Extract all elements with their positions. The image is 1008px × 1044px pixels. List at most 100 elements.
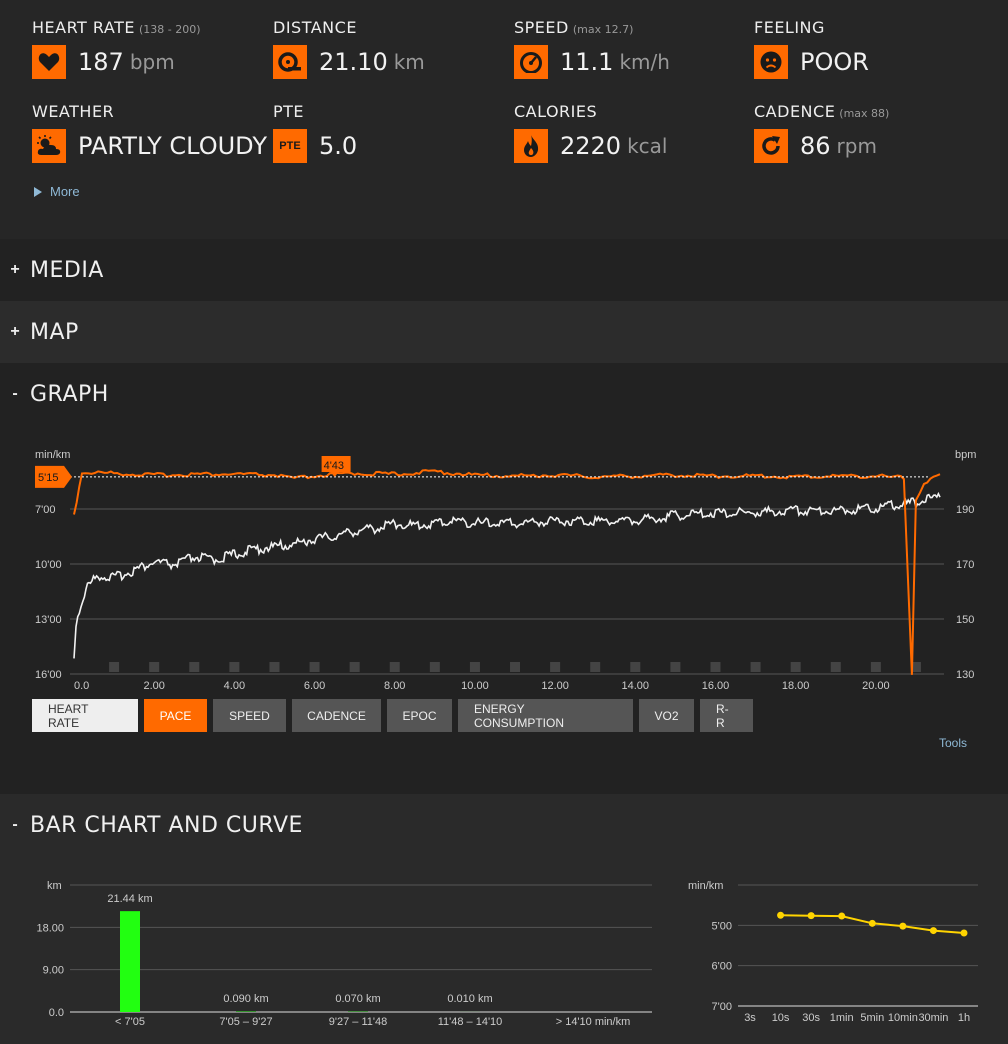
caret-right-icon	[34, 186, 42, 197]
speed-button[interactable]: SPEED	[213, 699, 286, 732]
heart-rate-series-line	[73, 491, 941, 659]
more-label: More	[50, 184, 80, 199]
stat-distance: DISTANCE 21.10 km	[273, 18, 425, 79]
map-header[interactable]: + MAP	[0, 301, 1008, 363]
speed-range: (max 12.7)	[572, 23, 634, 36]
curve-point	[960, 929, 968, 937]
distance-unit: km	[393, 50, 425, 74]
expand-toggle[interactable]: +	[10, 261, 20, 278]
right-axis-tick: 170	[956, 559, 974, 571]
x-axis-tick: 12.00	[541, 680, 569, 692]
bar-data-label: 0.090 km	[223, 993, 268, 1005]
category-label: 9'27 – 11'48	[329, 1016, 387, 1028]
feeling-value: POOR	[800, 48, 869, 76]
pace-average-marker: 5'15	[35, 465, 72, 488]
pte-label: PTE	[273, 102, 305, 121]
x-axis-tick: 2.00	[143, 680, 164, 692]
tape-measure-icon	[273, 45, 307, 79]
pace-best-marker: 4'43	[321, 456, 351, 477]
x-axis-tick: 20.00	[862, 680, 890, 692]
lap-marker	[469, 662, 480, 672]
pte-icon: PTE	[273, 129, 307, 163]
weather-label: WEATHER	[32, 102, 115, 121]
lap-marker	[309, 662, 320, 672]
stat-feeling: FEELING POOR	[754, 18, 869, 79]
bar-chart-title: BAR CHART AND CURVE	[30, 812, 303, 838]
sad-face-icon	[754, 45, 788, 79]
lap-marker	[149, 662, 160, 672]
x-axis-tick: 0.0	[74, 680, 89, 692]
stat-speed: SPEED (max 12.7) 11.1 km/h	[514, 18, 670, 79]
flame-icon	[514, 129, 548, 163]
x-axis-tick: 30s	[802, 1012, 820, 1024]
graph-header[interactable]: - GRAPH	[0, 363, 1008, 425]
x-axis-tick: 18.00	[782, 680, 810, 692]
bar	[120, 911, 140, 1012]
lap-marker	[630, 662, 641, 672]
pace-button[interactable]: PACE	[144, 699, 207, 732]
x-axis-tick: 1h	[958, 1012, 970, 1024]
x-axis-tick: 3s	[744, 1012, 756, 1024]
left-axis-tick: 7'00	[35, 504, 55, 516]
more-link[interactable]: More	[34, 184, 80, 199]
y-axis-tick: 0.0	[49, 1007, 64, 1019]
energy-consumption-button[interactable]: ENERGY CONSUMPTION	[458, 699, 633, 732]
right-axis-tick: 130	[956, 669, 974, 681]
x-axis-tick: 16.00	[702, 680, 730, 692]
lap-marker	[109, 662, 120, 672]
summary-panel: HEART RATE (138 - 200) 187 bpm DISTANCE 2…	[0, 0, 1008, 238]
x-axis-tick: 10min	[888, 1012, 918, 1024]
bar-data-label: 0.070 km	[335, 993, 380, 1005]
bar-data-label: 0.010 km	[447, 993, 492, 1005]
pace-best-label: 4'43	[324, 460, 344, 472]
lap-marker	[670, 662, 681, 672]
heart-rate-range: (138 - 200)	[138, 23, 201, 36]
media-header[interactable]: + MEDIA	[0, 239, 1008, 301]
heart-rate-label: HEART RATE	[32, 18, 135, 37]
curve-point	[868, 919, 876, 927]
x-axis-tick: 5min	[860, 1012, 884, 1024]
heart-rate-unit: bpm	[129, 50, 175, 74]
curve-y-unit: min/km	[688, 880, 723, 892]
map-section: + MAP	[0, 301, 1008, 363]
cadence-value: 86	[800, 132, 831, 160]
vo2-button[interactable]: VO2	[639, 699, 694, 732]
right-axis-tick: 150	[956, 614, 974, 626]
stat-weather: WEATHER PARTLY CLOUDY	[32, 102, 267, 163]
bar-chart-header[interactable]: - BAR CHART AND CURVE	[0, 794, 1008, 856]
heart-rate-value: 187	[78, 48, 124, 76]
tools-link[interactable]: Tools	[939, 736, 968, 750]
y-axis-tick: 5'00	[712, 920, 732, 932]
category-label: < 7'05	[115, 1016, 145, 1028]
graph-series-buttons: HEART RATE PACE SPEED CADENCE EPOC ENERG…	[32, 699, 753, 732]
heart-rate-button[interactable]: HEART RATE	[32, 699, 138, 732]
lap-marker	[790, 662, 801, 672]
speed-value: 11.1	[560, 48, 614, 76]
distance-value: 21.10	[319, 48, 388, 76]
lap-marker	[429, 662, 440, 672]
category-label: 7'05 – 9'27	[219, 1016, 272, 1028]
weather-value: PARTLY CLOUDY	[78, 132, 267, 160]
curve-point	[899, 922, 907, 930]
pace-curve-chart: min/km 5'00 6'00 7'00 3s 10s 30s 1min 5min 10min…	[688, 880, 978, 1024]
lap-marker	[830, 662, 841, 672]
epoc-button[interactable]: EPOC	[387, 699, 452, 732]
cadence-button[interactable]: CADENCE	[292, 699, 381, 732]
lap-marker	[389, 662, 400, 672]
lap-marker	[910, 662, 921, 672]
stat-pte: PTE PTE 5.0	[273, 102, 357, 163]
category-label: > 14'10 min/km	[556, 1016, 631, 1028]
y-axis-tick: 9.00	[43, 965, 64, 977]
cadence-label: CADENCE	[754, 102, 836, 121]
lap-marker	[550, 662, 561, 672]
collapse-toggle[interactable]: -	[12, 816, 18, 833]
cadence-unit: rpm	[836, 134, 877, 158]
pace-heart-rate-chart[interactable]: min/km bpm 7'00 190 10'00 170 13'00 150 16'00 1…	[0, 440, 1008, 696]
pace-zone-bar-chart: km 0.0 9.00 18.00 21.44 km < 7'05 0.090 km 7'0…	[36, 880, 652, 1028]
expand-toggle[interactable]: +	[10, 323, 20, 340]
rr-button[interactable]: R-R	[700, 699, 753, 732]
x-axis-tick: 14.00	[622, 680, 650, 692]
map-title: MAP	[30, 319, 79, 345]
cadence-range: (max 88)	[839, 107, 890, 120]
collapse-toggle[interactable]: -	[12, 385, 18, 402]
